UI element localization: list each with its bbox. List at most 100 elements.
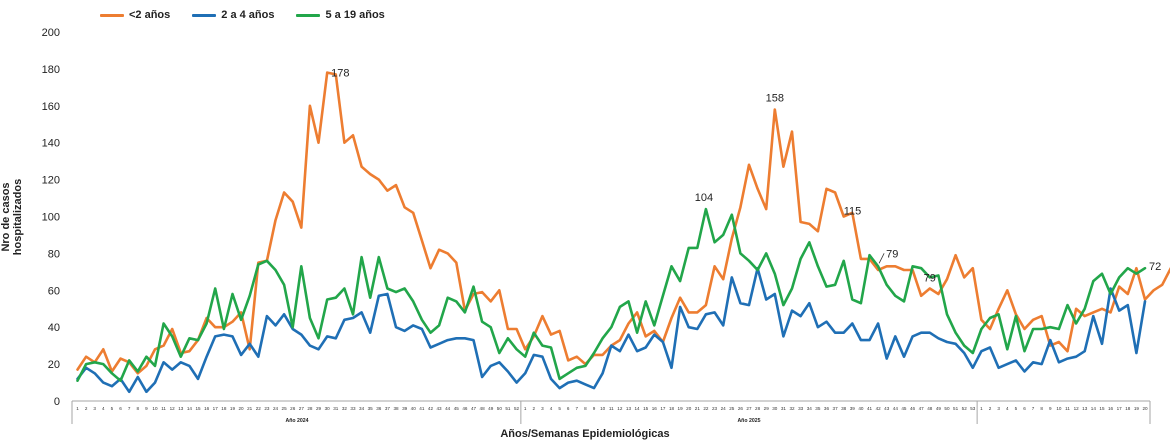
x-tick-label: 42 bbox=[876, 406, 882, 411]
x-tick-label: 21 bbox=[247, 406, 253, 411]
x-tick-label: 12 bbox=[1074, 406, 1080, 411]
x-tick-label: 13 bbox=[178, 406, 184, 411]
x-tick-label: 18 bbox=[221, 406, 227, 411]
x-tick-label: 1 bbox=[76, 406, 79, 411]
y-tick-label: 80 bbox=[48, 248, 60, 260]
x-tick-label: 25 bbox=[282, 406, 288, 411]
y-tick-label: 20 bbox=[48, 359, 60, 371]
x-tick-label: 48 bbox=[927, 406, 933, 411]
x-tick-label: 4 bbox=[1006, 406, 1009, 411]
x-tick-label: 40 bbox=[858, 406, 864, 411]
x-tick-label: 8 bbox=[136, 406, 139, 411]
x-tick-label: 11 bbox=[609, 406, 614, 411]
x-tick-label: 17 bbox=[1117, 406, 1123, 411]
x-tick-label: 45 bbox=[901, 406, 907, 411]
x-tick-label: 37 bbox=[385, 406, 391, 411]
x-tick-label: 10 bbox=[600, 406, 606, 411]
x-tick-label: 36 bbox=[376, 406, 382, 411]
legend-swatch bbox=[100, 13, 124, 17]
x-tick-label: 51 bbox=[505, 406, 511, 411]
legend-label: <2 años bbox=[129, 9, 171, 21]
x-tick-label: 24 bbox=[721, 406, 727, 411]
x-tick-label: 19 bbox=[678, 406, 684, 411]
legend-label: 5 a 19 años bbox=[325, 9, 385, 21]
series-lines bbox=[76, 71, 1170, 394]
data-label: 79 bbox=[924, 272, 936, 284]
x-tick-label: 32 bbox=[342, 406, 348, 411]
x-tick-label: 39 bbox=[402, 406, 408, 411]
y-tick-label: 180 bbox=[42, 64, 60, 76]
x-tick-label: 10 bbox=[1056, 406, 1062, 411]
x-tick-label: 29 bbox=[764, 406, 770, 411]
x-tick-label: 31 bbox=[333, 406, 339, 411]
x-tick-label: 47 bbox=[471, 406, 477, 411]
x-tick-label: 7 bbox=[128, 406, 131, 411]
x-tick-label: 38 bbox=[841, 406, 847, 411]
legend-swatch bbox=[192, 13, 217, 17]
x-tick-label: 41 bbox=[419, 406, 425, 411]
x-tick-label: 53 bbox=[970, 406, 976, 411]
x-tick-label: 52 bbox=[962, 406, 968, 411]
x-tick-label: 8 bbox=[1040, 406, 1043, 411]
x-tick-label: 19 bbox=[230, 406, 236, 411]
x-tick-label: 9 bbox=[145, 406, 148, 411]
x-tick-label: 18 bbox=[1125, 406, 1131, 411]
x-tick-label: 46 bbox=[910, 406, 916, 411]
x-axis-title: Años/Semanas Epidemiológicas bbox=[500, 428, 670, 440]
x-tick-label: 35 bbox=[368, 406, 374, 411]
x-tick-label: 50 bbox=[944, 406, 950, 411]
label-leader bbox=[878, 253, 885, 264]
x-tick-label: 24 bbox=[273, 406, 279, 411]
x-tick-label: 23 bbox=[712, 406, 718, 411]
legend-item-under-2: <2 años bbox=[100, 9, 170, 21]
y-tick-label: 100 bbox=[42, 212, 60, 224]
x-tick-label: 30 bbox=[772, 406, 778, 411]
x-tick-label: 38 bbox=[393, 406, 399, 411]
x-tick-label: 2 bbox=[989, 406, 992, 411]
x-tick-label: 15 bbox=[643, 406, 649, 411]
x-tick-label: 49 bbox=[488, 406, 494, 411]
x-tick-label: 46 bbox=[462, 406, 468, 411]
x-tick-label: 30 bbox=[325, 406, 331, 411]
x-tick-label: 33 bbox=[350, 406, 356, 411]
year-label: Año 2025 bbox=[737, 418, 760, 424]
legend-item-5-to-19: 5 a 19 años bbox=[296, 9, 385, 21]
x-tick-label: 43 bbox=[884, 406, 890, 411]
x-tick-label: 43 bbox=[437, 406, 443, 411]
x-tick-label: 14 bbox=[187, 406, 193, 411]
x-tick-label: 35 bbox=[815, 406, 821, 411]
y-tick-label: 120 bbox=[42, 175, 60, 187]
x-tick-label: 10 bbox=[152, 406, 158, 411]
x-tick-label: 22 bbox=[703, 406, 709, 411]
data-label: 158 bbox=[766, 92, 784, 104]
x-tick-label: 6 bbox=[1023, 406, 1026, 411]
x-tick-label: 44 bbox=[893, 406, 899, 411]
legend-swatch bbox=[296, 13, 321, 17]
data-label: 178 bbox=[331, 68, 349, 80]
x-tick-label: 6 bbox=[567, 406, 570, 411]
x-tick-label: 34 bbox=[807, 406, 813, 411]
x-tick-label: 4 bbox=[550, 406, 553, 411]
x-tick-label: 49 bbox=[936, 406, 942, 411]
x-tick-label: 44 bbox=[445, 406, 451, 411]
x-tick-label: 16 bbox=[652, 406, 658, 411]
x-tick-label: 21 bbox=[695, 406, 701, 411]
x-tick-label: 37 bbox=[833, 406, 839, 411]
x-tick-label: 7 bbox=[1032, 406, 1035, 411]
x-tick-label: 47 bbox=[919, 406, 925, 411]
data-label: 79 bbox=[886, 248, 898, 260]
x-tick-label: 15 bbox=[1099, 406, 1105, 411]
x-tick-label: 5 bbox=[1015, 406, 1018, 411]
x-tick-label: 12 bbox=[617, 406, 623, 411]
x-tick-label: 11 bbox=[1065, 406, 1070, 411]
x-tick-label: 28 bbox=[307, 406, 313, 411]
legend-label: 2 a 4 años bbox=[221, 9, 275, 21]
x-tick-label: 18 bbox=[669, 406, 675, 411]
x-tick-label: 13 bbox=[1082, 406, 1088, 411]
data-label: 72 bbox=[1149, 261, 1161, 273]
x-tick-label: 41 bbox=[867, 406, 873, 411]
y-tick-label: 140 bbox=[42, 138, 60, 150]
x-tick-label: 19 bbox=[1134, 406, 1140, 411]
y-tick-label: 200 bbox=[42, 27, 60, 39]
